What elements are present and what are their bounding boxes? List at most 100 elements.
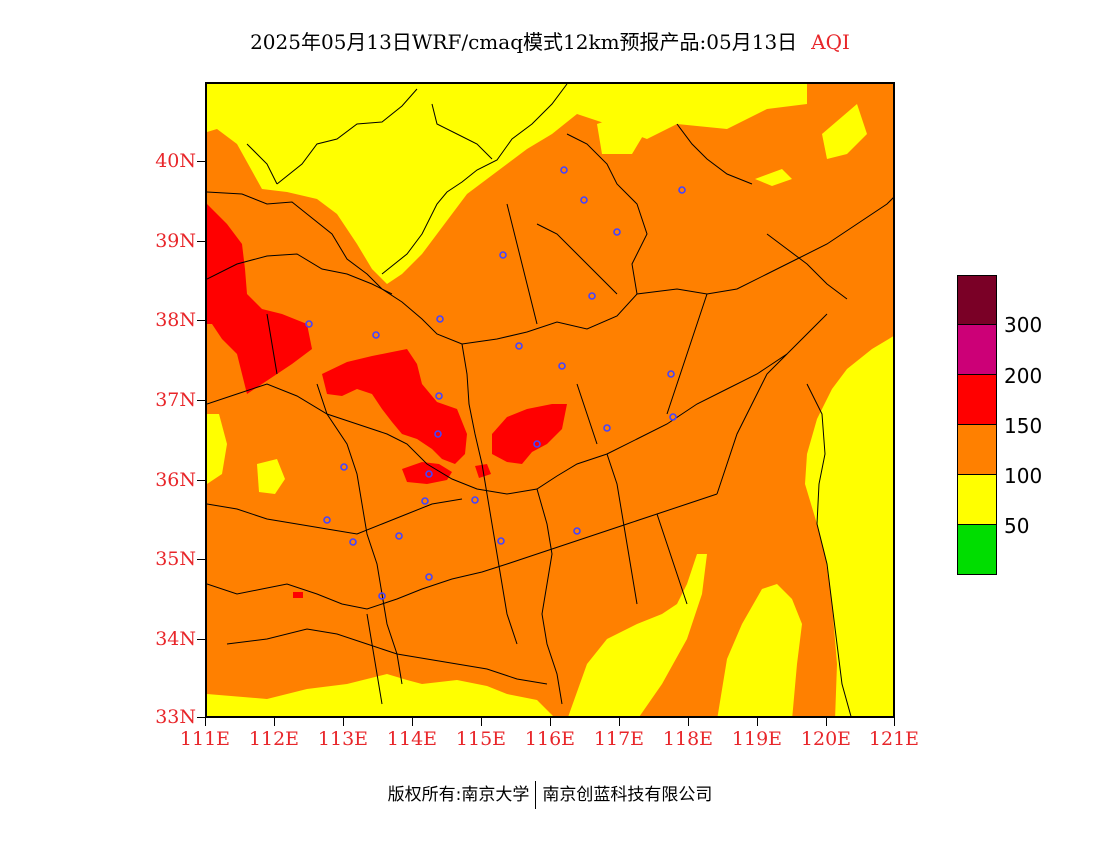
lon-tick: [894, 718, 895, 726]
lat-tick: [197, 161, 205, 162]
legend-swatch-50-100: [957, 475, 997, 525]
station-marker: [669, 413, 677, 421]
legend-label-50: 50: [1004, 514, 1030, 538]
station-marker: [588, 292, 596, 300]
station-marker: [678, 186, 686, 194]
legend-swatch-300-plus: [957, 275, 997, 325]
station-marker: [372, 331, 380, 339]
legend-label-150: 150: [1004, 414, 1043, 438]
lon-label-116e: 116E: [524, 728, 576, 750]
legend-label-300: 300: [1004, 313, 1043, 337]
lat-tick: [197, 320, 205, 321]
lat-label-34n: 34N: [155, 628, 196, 650]
station-marker: [340, 463, 348, 471]
station-marker: [558, 362, 566, 370]
aqi-map: [205, 82, 895, 718]
aqi-zone-150-200-south: [402, 462, 452, 484]
lon-label-119e: 119E: [731, 728, 783, 750]
lon-label-114e: 114E: [386, 728, 438, 750]
lon-tick: [688, 718, 689, 726]
aqi-zone-150-200-east: [492, 404, 567, 464]
station-marker: [573, 527, 581, 535]
legend-swatch-200-300: [957, 325, 997, 375]
credit-line: 版权所有:南京大学 南京创蓝科技有限公司: [0, 780, 1100, 809]
lon-tick: [757, 718, 758, 726]
legend-swatch-150-200: [957, 375, 997, 425]
lat-label-37n: 37N: [155, 389, 196, 411]
lat-label-39n: 39N: [155, 230, 196, 252]
station-marker: [434, 430, 442, 438]
station-marker: [497, 537, 505, 545]
lat-tick: [197, 241, 205, 242]
credit-left: 版权所有:南京大学: [387, 785, 530, 805]
station-marker: [305, 320, 313, 328]
station-marker: [580, 196, 588, 204]
lat-label-40n: 40N: [155, 150, 196, 172]
station-marker: [613, 228, 621, 236]
lon-label-121e: 121E: [868, 728, 920, 750]
lat-tick: [197, 400, 205, 401]
lat-label-38n: 38N: [155, 309, 196, 331]
station-marker: [425, 470, 433, 478]
station-markers: [305, 166, 686, 600]
map-title: 2025年05月13日WRF/cmaq模式12km预报产品:05月13日 AQI: [0, 26, 1100, 55]
lon-tick: [550, 718, 551, 726]
lon-label-112e: 112E: [248, 728, 300, 750]
aqi-map-canvas: [207, 84, 893, 716]
credit-separator: [535, 781, 537, 809]
lon-label-120e: 120E: [800, 728, 852, 750]
station-marker: [515, 342, 523, 350]
lon-tick: [619, 718, 620, 726]
lat-label-35n: 35N: [155, 548, 196, 570]
lat-label-36n: 36N: [155, 469, 196, 491]
admin-boundaries: [207, 84, 893, 716]
lat-tick: [197, 559, 205, 560]
aqi-zone-50-100-coast: [805, 336, 893, 716]
aqi-zone-50-100-bump: [597, 114, 647, 154]
station-marker: [533, 440, 541, 448]
aqi-zone-50-100-south-band2: [717, 584, 802, 716]
station-marker: [378, 592, 386, 600]
aqi-zone-50-100-northeast2: [755, 169, 792, 186]
lon-tick: [826, 718, 827, 726]
aqi-zone-50-100-west-blob: [257, 459, 285, 494]
lon-tick: [343, 718, 344, 726]
station-marker: [603, 424, 611, 432]
legend-swatch-100-150: [957, 425, 997, 475]
aqi-zone-150-200-center: [322, 349, 467, 464]
lon-label-115e: 115E: [455, 728, 507, 750]
lat-tick: [197, 480, 205, 481]
aqi-zone-50-100-south-band1: [568, 554, 707, 716]
station-marker: [421, 497, 429, 505]
station-marker: [560, 166, 568, 174]
aqi-zone-50-100-northeast: [822, 104, 867, 159]
station-marker: [425, 573, 433, 581]
station-marker: [667, 370, 675, 378]
lat-label-33n: 33N: [155, 706, 196, 728]
station-marker: [471, 496, 479, 504]
aqi-zone-50-100-north: [207, 84, 807, 284]
station-marker: [499, 251, 507, 259]
station-marker: [349, 538, 357, 546]
aqi-zone-50-100-west-strip: [207, 414, 227, 484]
aqi-zone-150-200-west: [207, 204, 312, 394]
station-marker: [395, 532, 403, 540]
station-marker: [323, 516, 331, 524]
legend-label-100: 100: [1004, 464, 1043, 488]
lon-label-111e: 111E: [179, 728, 231, 750]
lon-label-117e: 117E: [593, 728, 645, 750]
lon-tick: [205, 718, 206, 726]
lat-tick: [197, 717, 205, 718]
lon-label-118e: 118E: [662, 728, 714, 750]
station-marker: [436, 315, 444, 323]
lat-tick: [197, 639, 205, 640]
title-text: 2025年05月13日WRF/cmaq模式12km预报产品:05月13日: [250, 30, 798, 54]
credit-right: 南京创蓝科技有限公司: [542, 785, 713, 805]
legend-label-200: 200: [1004, 364, 1043, 388]
variable-label: AQI: [811, 30, 850, 54]
station-marker: [435, 392, 443, 400]
lon-tick: [274, 718, 275, 726]
lon-label-113e: 113E: [317, 728, 369, 750]
aqi-zone-150-200-dot2: [293, 592, 303, 598]
lon-tick: [481, 718, 482, 726]
